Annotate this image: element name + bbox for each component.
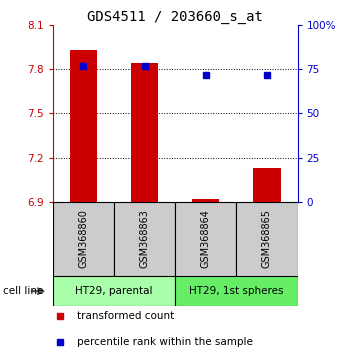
Bar: [53, 276, 175, 306]
Text: GSM368865: GSM368865: [262, 210, 272, 268]
Bar: [192, 199, 220, 202]
Text: HT29, parental: HT29, parental: [75, 286, 153, 296]
Text: HT29, 1st spheres: HT29, 1st spheres: [189, 286, 284, 296]
Bar: [69, 50, 97, 202]
Text: GSM368863: GSM368863: [139, 210, 150, 268]
Text: percentile rank within the sample: percentile rank within the sample: [77, 337, 253, 347]
Bar: [175, 202, 236, 276]
Bar: [114, 202, 175, 276]
Bar: [131, 63, 158, 202]
Text: GSM368864: GSM368864: [201, 210, 211, 268]
Text: transformed count: transformed count: [77, 311, 174, 321]
Bar: [175, 276, 298, 306]
Text: GSM368860: GSM368860: [78, 210, 88, 268]
Bar: [236, 202, 298, 276]
Text: cell line: cell line: [3, 286, 44, 296]
Bar: [53, 202, 114, 276]
Title: GDS4511 / 203660_s_at: GDS4511 / 203660_s_at: [87, 10, 263, 24]
Bar: [253, 168, 280, 202]
